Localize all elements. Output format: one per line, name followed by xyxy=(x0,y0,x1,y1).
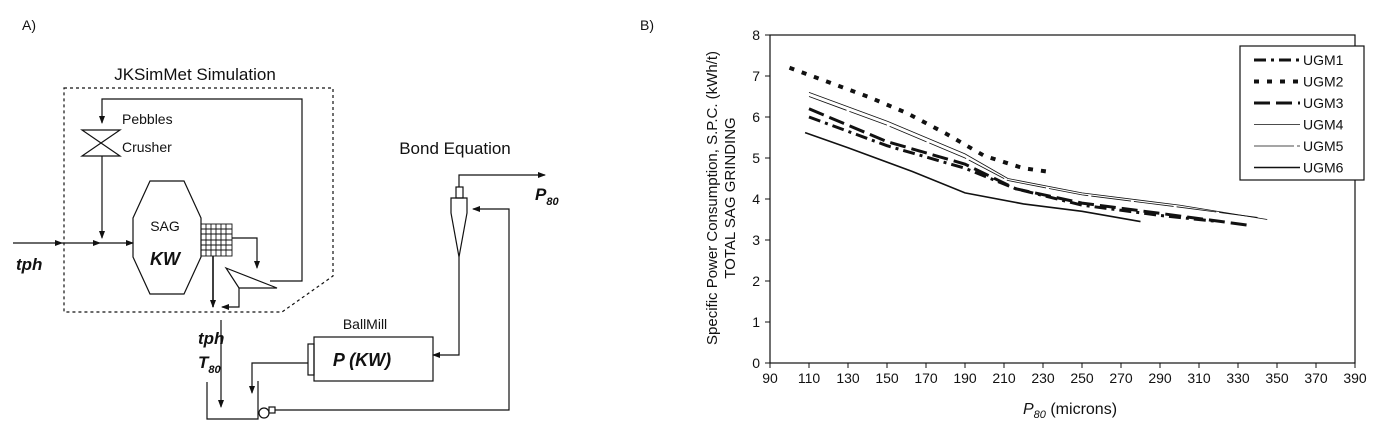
y-tick-label: 8 xyxy=(752,27,760,43)
x-tick-label: 90 xyxy=(762,370,778,386)
legend-label: UGM3 xyxy=(1303,95,1344,111)
crusher-label: Crusher xyxy=(122,139,172,155)
cyclone-icon xyxy=(450,186,468,258)
y-tick-label: 2 xyxy=(752,273,760,289)
x-tick-label: 210 xyxy=(992,370,1016,386)
x-tick-label: 370 xyxy=(1304,370,1328,386)
sag-mill-icon xyxy=(132,180,202,295)
bond-equation-label: Bond Equation xyxy=(399,139,511,158)
legend-label: UGM4 xyxy=(1303,117,1344,133)
feed-tph-label: tph xyxy=(16,255,42,274)
series-line-ugm5 xyxy=(808,96,1258,218)
cyclone-feed-line xyxy=(275,206,510,411)
sump xyxy=(206,381,259,420)
panel-a-label: A) xyxy=(22,17,36,33)
x-tick-label: 150 xyxy=(875,370,899,386)
product-p80-label: P80 xyxy=(535,185,559,208)
x-tick-label: 170 xyxy=(914,370,938,386)
x-tick-label: 130 xyxy=(836,370,860,386)
y-tick-label: 3 xyxy=(752,232,760,248)
series-line-ugm2 xyxy=(788,65,1054,175)
y-axis-label-2: TOTAL SAG GRINDING xyxy=(722,117,739,278)
simulation-boundary xyxy=(63,87,334,313)
x-tick-label: 310 xyxy=(1187,370,1211,386)
pump-icon xyxy=(258,407,270,419)
series-line-ugm1 xyxy=(808,115,1219,224)
power-consumption-chart: 90 110 130 150 170 190 210 230 250 270 290 310 330 35… xyxy=(752,27,1367,386)
legend-label: UGM2 xyxy=(1303,74,1344,90)
pebble-crusher-icon xyxy=(80,129,122,157)
series-line-ugm4 xyxy=(808,92,1268,220)
pebble-recycle-line xyxy=(99,98,303,282)
y-tick-label: 1 xyxy=(752,314,760,330)
x-tick-label: 330 xyxy=(1226,370,1250,386)
legend-label: UGM6 xyxy=(1303,160,1344,176)
y-tick-label: 5 xyxy=(752,150,760,166)
panel-b-label: B) xyxy=(640,17,654,33)
y-tick-label: 4 xyxy=(752,191,760,207)
screen-grid-icon xyxy=(200,223,233,257)
x-tick-label: 230 xyxy=(1031,370,1055,386)
classifier-icon xyxy=(224,266,278,289)
y-tick-label: 0 xyxy=(752,355,760,371)
x-axis-label: P80 (microns) xyxy=(1023,401,1117,421)
x-tick-label: 110 xyxy=(798,370,821,386)
x-tick-label: 390 xyxy=(1343,370,1367,386)
transfer-tph-label: tph xyxy=(198,329,224,348)
simulation-title: JKSimMet Simulation xyxy=(114,65,276,84)
y-tick-label: 7 xyxy=(752,68,760,84)
legend-label: UGM5 xyxy=(1303,138,1344,154)
legend-label: UGM1 xyxy=(1303,52,1344,68)
x-tick-label: 290 xyxy=(1148,370,1172,386)
sag-kw-label: KW xyxy=(150,249,182,269)
legend-box xyxy=(1239,45,1365,181)
flowsheet-diagram: A) JKSimMet Simulation Pebbles Crusher t… xyxy=(13,17,559,420)
y-axis-label: Specific Power Consumption, S.P.C. (kWh/… xyxy=(704,51,721,345)
ballmill-label: BallMill xyxy=(343,316,387,332)
sag-label: SAG xyxy=(150,218,180,234)
pebbles-label: Pebbles xyxy=(122,111,173,127)
x-tick-label: 270 xyxy=(1109,370,1133,386)
x-tick-label: 190 xyxy=(953,370,977,386)
series-line-ugm3 xyxy=(808,107,1252,228)
x-tick-label: 250 xyxy=(1070,370,1094,386)
series-line-ugm6 xyxy=(804,131,1141,223)
ballmill-power-label: P (KW) xyxy=(333,350,391,370)
transfer-t80-label: T80 xyxy=(198,353,222,376)
x-tick-label: 350 xyxy=(1265,370,1289,386)
y-tick-label: 6 xyxy=(752,109,760,125)
